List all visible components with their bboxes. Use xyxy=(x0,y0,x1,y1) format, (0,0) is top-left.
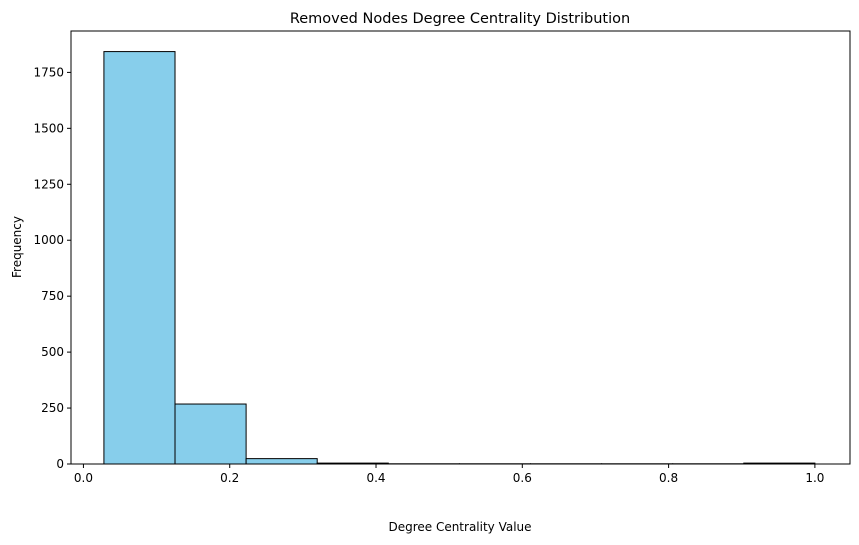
y-tick-label: 0 xyxy=(56,457,64,471)
histogram-bar xyxy=(174,403,247,465)
x-tick-label: 0.0 xyxy=(74,471,93,485)
x-tick-label: 0.6 xyxy=(513,471,532,485)
x-tick-label: 1.0 xyxy=(805,471,824,485)
y-tick-label: 250 xyxy=(41,401,64,415)
histogram-bars xyxy=(103,51,816,465)
y-tick-label: 1000 xyxy=(33,233,64,247)
y-tick-label: 500 xyxy=(41,345,64,359)
x-axis-label: Degree Centrality Value xyxy=(388,520,531,534)
histogram-bar xyxy=(245,458,318,465)
chart-title: Removed Nodes Degree Centrality Distribu… xyxy=(290,11,630,27)
y-axis-label: Frequency xyxy=(10,216,24,278)
x-axis-ticks: 0.0 0.2 0.4 0.6 0.8 1.0 xyxy=(74,464,824,485)
plot-frame xyxy=(70,30,851,465)
y-tick-label: 1250 xyxy=(33,177,64,191)
y-tick-label: 1500 xyxy=(33,121,64,135)
y-axis-ticks: 0 250 500 750 1000 1250 1500 1750 xyxy=(33,65,71,471)
x-tick-label: 0.2 xyxy=(220,471,239,485)
histogram-bar xyxy=(103,51,176,465)
x-tick-label: 0.4 xyxy=(366,471,385,485)
x-tick-label: 0.8 xyxy=(659,471,678,485)
y-tick-label: 1750 xyxy=(33,65,64,79)
y-tick-label: 750 xyxy=(41,289,64,303)
